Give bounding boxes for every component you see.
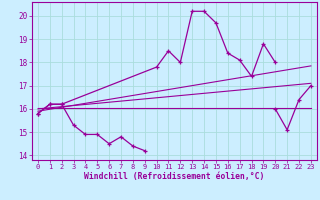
X-axis label: Windchill (Refroidissement éolien,°C): Windchill (Refroidissement éolien,°C) [84,172,265,181]
